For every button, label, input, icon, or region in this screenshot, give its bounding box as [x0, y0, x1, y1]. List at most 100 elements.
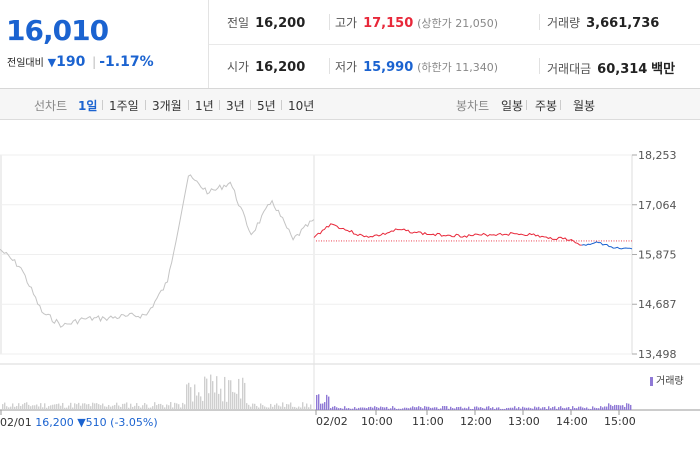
today-volume-bar	[418, 406, 420, 410]
prev-day-volume-bar	[6, 406, 8, 410]
prev-day-volume-bar	[68, 405, 70, 410]
prev-day-volume-bar	[102, 403, 104, 410]
prev-day-volume-bar	[2, 404, 4, 410]
today-volume-bar	[622, 405, 624, 410]
prev-day-volume-bar	[294, 406, 296, 410]
today-volume-bar	[440, 408, 442, 410]
prev-day-volume-bar	[180, 407, 182, 410]
tab-weekly[interactable]: 주봉	[535, 99, 558, 113]
today-volume-bar	[442, 406, 444, 410]
prev-day-volume-bar	[190, 387, 192, 410]
volume-label: 거래량	[547, 16, 581, 30]
prev-day-volume-bar	[70, 402, 72, 410]
prev-day-volume-bar	[210, 374, 212, 410]
prev-day-volume-bar	[170, 402, 172, 410]
today-volume-bar	[498, 407, 500, 410]
quote-row-1: 전일 16,200 고가 17,150 (상한가 21,050) 거래량 3,661,…	[209, 0, 700, 45]
prev-day-volume-bar	[200, 396, 202, 410]
prev-day-volume-bar	[112, 405, 114, 410]
tab-10y[interactable]: 10년	[288, 99, 315, 113]
prev-day-volume-bar	[156, 405, 158, 410]
prev-day-volume-bar	[128, 407, 130, 410]
today-volume-bar	[476, 406, 478, 410]
today-volume-bar	[416, 407, 418, 410]
tab-1d[interactable]: 1일	[78, 99, 98, 113]
today-volume-bar	[568, 407, 570, 410]
today-volume-bar	[508, 407, 510, 410]
chart-tab-bar: 선차트 1일 1주일 3개월 1년 3년 5년 10년 봉차트 일봉 주봉 월봉	[0, 89, 700, 120]
x-tick-label: 10:00	[361, 415, 393, 428]
today-volume-bar	[382, 407, 384, 410]
prev-day-volume-bar	[300, 407, 302, 410]
prev-day-volume-bar	[236, 393, 238, 410]
prev-day-volume-bar	[76, 404, 78, 410]
price-chart: 18,253 17,064 15,875 14,687 13,498 02/01 02/02…	[0, 120, 700, 450]
prev-day-volume-bar	[188, 382, 190, 410]
prev-day-volume-bar	[260, 403, 262, 410]
prev-day-volume-bar	[142, 405, 144, 410]
today-volume-bar	[326, 394, 328, 410]
prev-day-volume-bar	[58, 403, 60, 410]
prev-day-volume-bar	[94, 403, 96, 410]
today-volume-bar	[378, 407, 380, 410]
tab-divider	[102, 100, 103, 110]
today-volume-bar	[550, 408, 552, 410]
prev-day-date: 02/01	[0, 416, 32, 429]
today-volume-bar	[510, 407, 512, 410]
prev-day-volume-bar	[198, 392, 200, 410]
today-volume-bar	[552, 406, 554, 410]
prev-day-volume-bar	[160, 403, 162, 410]
x-tick-label: 12:00	[460, 415, 492, 428]
prev-day-volume-bar	[186, 384, 188, 410]
today-volume-bar	[582, 407, 584, 410]
tab-daily[interactable]: 일봉	[501, 99, 524, 113]
today-volume-bar	[360, 407, 362, 410]
prev-day-volume-bar	[88, 403, 90, 410]
line-chart-label: 선차트	[34, 99, 68, 113]
prev-day-volume-bar	[104, 406, 106, 410]
today-volume-bar	[374, 406, 376, 410]
today-volume-bar	[436, 407, 438, 410]
prev-day-volume-bar	[20, 405, 22, 410]
today-volume-bar	[412, 406, 414, 410]
low-value: 15,990	[363, 60, 414, 75]
today-volume-bar	[474, 406, 476, 410]
today-volume-bar	[352, 408, 354, 410]
prev-day-volume-bar	[90, 406, 92, 410]
prev-day-volume-bar	[248, 404, 250, 410]
prev-day-volume-bar	[136, 403, 138, 410]
today-volume-bar	[536, 407, 538, 410]
tab-1w[interactable]: 1주일	[109, 99, 139, 113]
today-volume-bar	[562, 407, 564, 410]
tab-monthly[interactable]: 월봉	[573, 99, 596, 113]
today-volume-bar	[444, 406, 446, 410]
prev-day-volume-bar	[292, 406, 294, 410]
tab-1y[interactable]: 1년	[195, 99, 214, 113]
prev-day-volume-bar	[110, 406, 112, 410]
prev-day-volume-bar	[154, 402, 156, 410]
today-volume-bar	[538, 406, 540, 410]
today-volume-bar	[454, 408, 456, 410]
tab-5y[interactable]: 5년	[257, 99, 276, 113]
today-volume-bar	[528, 407, 530, 410]
prev-day-volume-bar	[168, 405, 170, 410]
tab-3y[interactable]: 3년	[226, 99, 245, 113]
prev-day-volume-bar	[48, 406, 50, 410]
tab-3m[interactable]: 3개월	[152, 99, 182, 113]
x-tick-label: 14:00	[556, 415, 588, 428]
today-volume-bar	[384, 407, 386, 410]
today-volume-bar	[520, 408, 522, 410]
today-volume-bar	[612, 406, 614, 410]
today-volume-bar	[410, 407, 412, 410]
prev-day-volume-bar	[64, 407, 66, 410]
prev-day-volume-bar	[10, 406, 12, 410]
today-volume-bar	[594, 407, 596, 410]
y-tick-label: 15,875	[638, 249, 677, 262]
prev-day-volume-bar	[268, 407, 270, 410]
today-volume-bar	[368, 407, 370, 410]
today-volume-bar	[462, 408, 464, 410]
today-volume-bar	[628, 403, 630, 410]
prev-day-info: 02/01 16,200 ▼510 (-3.05%)	[0, 416, 160, 429]
prev-day-volume-bar	[148, 407, 150, 410]
prev-day-volume-bar	[120, 406, 122, 410]
